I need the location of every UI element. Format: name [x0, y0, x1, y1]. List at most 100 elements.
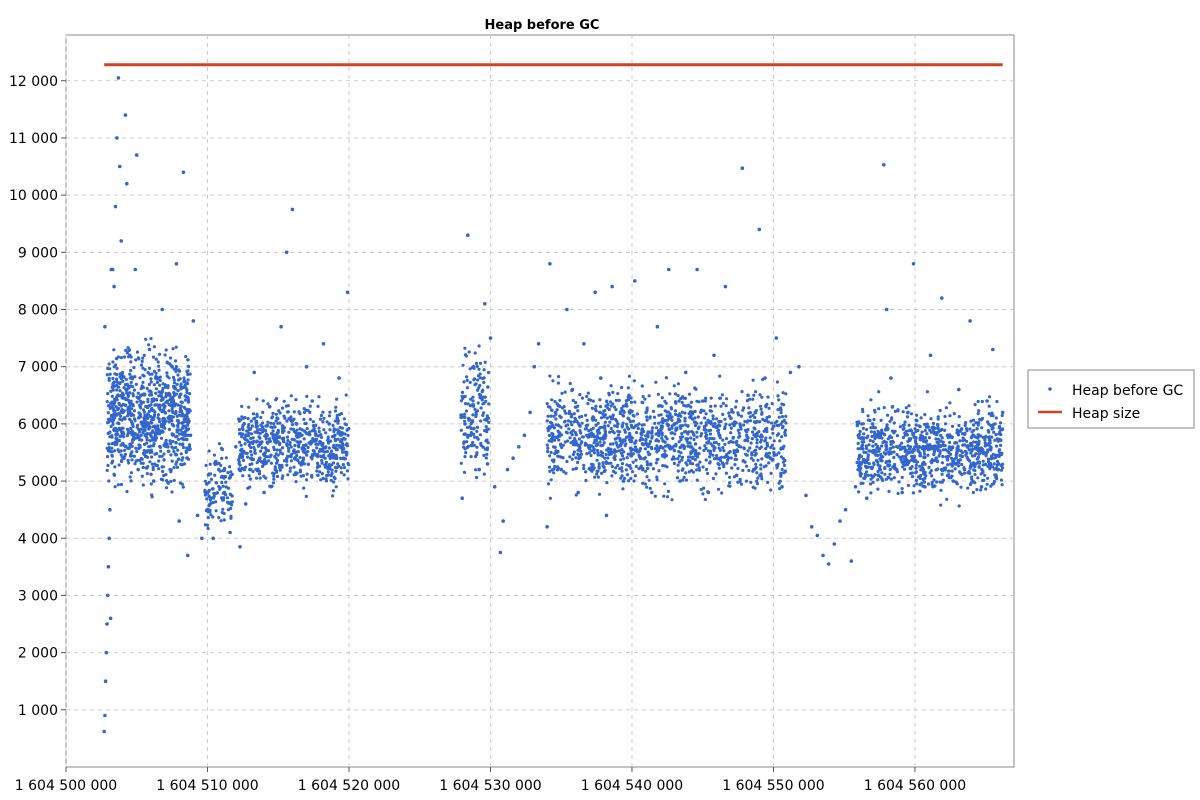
data-point: [757, 227, 762, 232]
data-point: [473, 407, 477, 411]
data-point: [107, 376, 111, 380]
data-point: [125, 351, 129, 355]
data-point: [871, 448, 875, 452]
data-point: [912, 458, 917, 462]
data-point: [343, 450, 347, 454]
data-point: [335, 466, 339, 470]
data-point: [559, 415, 563, 419]
data-point: [239, 443, 243, 447]
data-point: [262, 462, 266, 466]
data-point: [253, 448, 257, 452]
data-point: [181, 456, 185, 460]
data-point: [977, 465, 981, 469]
data-point: [570, 413, 574, 417]
data-point: [609, 426, 613, 431]
data-point: [320, 461, 324, 465]
data-point: [242, 468, 246, 472]
data-point: [749, 441, 753, 445]
data-point: [673, 432, 677, 436]
data-point: [261, 421, 265, 425]
data-point: [106, 404, 111, 408]
data-point: [150, 495, 154, 499]
data-point: [546, 429, 550, 433]
data-point: [678, 419, 682, 423]
data-point: [294, 434, 298, 438]
data-point: [674, 426, 678, 430]
data-point: [498, 550, 503, 555]
data-point: [325, 449, 329, 454]
data-point: [642, 457, 646, 461]
data-point: [672, 448, 676, 452]
data-point: [154, 387, 158, 391]
data-point: [780, 467, 784, 472]
data-point: [641, 481, 645, 485]
data-point: [939, 433, 943, 438]
data-point: [656, 429, 661, 433]
data-point: [969, 419, 973, 423]
data-point: [721, 401, 725, 405]
data-point: [870, 434, 874, 438]
data-point: [946, 454, 950, 458]
data-point: [276, 436, 280, 440]
data-point: [910, 471, 914, 475]
data-point: [341, 450, 345, 454]
data-point: [316, 461, 320, 465]
data-point: [849, 559, 854, 563]
data-point: [474, 412, 478, 417]
data-point: [677, 454, 682, 458]
data-point: [935, 422, 940, 427]
data-point: [294, 398, 298, 402]
data-point: [551, 379, 555, 383]
data-point: [273, 465, 277, 469]
data-point: [880, 459, 884, 463]
data-point: [548, 469, 552, 473]
data-point: [133, 267, 138, 272]
data-point: [158, 383, 162, 387]
data-point: [111, 422, 115, 426]
data-point: [740, 390, 744, 394]
data-point: [767, 461, 771, 465]
data-point: [126, 355, 131, 359]
data-point: [593, 475, 597, 479]
data-point: [608, 430, 612, 434]
data-point: [753, 415, 757, 420]
data-point: [759, 445, 764, 449]
data-point: [115, 136, 119, 140]
data-point: [339, 471, 343, 475]
data-point: [768, 456, 772, 460]
data-point: [219, 519, 223, 523]
data-point: [871, 425, 876, 429]
data-point: [152, 383, 156, 387]
data-point: [172, 465, 176, 470]
data-point: [564, 430, 569, 434]
data-point: [901, 465, 905, 469]
data-point: [468, 433, 473, 438]
data-point: [762, 429, 766, 433]
data-point: [281, 452, 285, 456]
data-point: [118, 417, 122, 421]
data-point: [717, 419, 721, 424]
data-point: [342, 466, 347, 470]
data-point: [586, 435, 590, 439]
data-point: [118, 372, 122, 376]
data-point: [804, 493, 808, 498]
data-point: [565, 307, 569, 312]
data-point: [168, 417, 172, 421]
data-point: [480, 398, 484, 402]
data-point: [115, 377, 119, 381]
data-point: [950, 424, 955, 428]
data-point: [149, 380, 153, 384]
data-point: [725, 397, 729, 401]
data-point: [160, 389, 165, 393]
data-point: [288, 466, 293, 470]
x-tick-label: 1 604 500 000: [15, 778, 117, 794]
data-point: [866, 473, 870, 477]
data-point: [336, 462, 340, 466]
data-point: [161, 469, 165, 474]
data-point: [184, 381, 189, 385]
data-point: [471, 440, 475, 445]
data-point: [657, 431, 661, 436]
data-point: [305, 472, 309, 476]
data-point: [970, 442, 974, 446]
data-point: [941, 440, 945, 444]
